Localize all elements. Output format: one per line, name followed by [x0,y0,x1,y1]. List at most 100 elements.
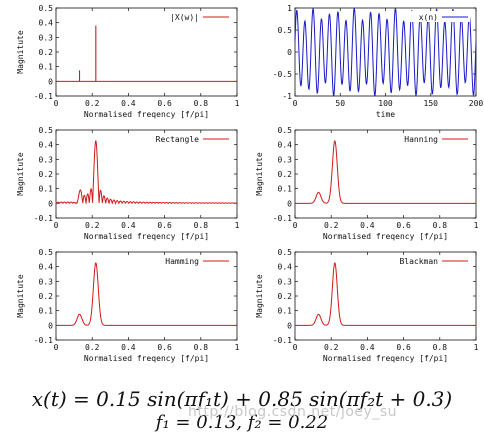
chart-p1: -0.100.10.20.30.40.50 0.2 0.4 0.6 0.8 1Normal… [16,4,240,119]
x-tick-label: 0.8 [194,343,209,352]
x-tick-label: 0 [293,343,298,352]
x-tick-label: 50 [335,99,345,108]
x-tick-label: 0.2 [85,99,100,108]
x-tick-label: 0.2 [85,343,100,352]
y-tick-label: 0.2 [278,170,293,179]
x-axis-label: time [376,110,395,119]
y-tick-label: 0.5 [278,26,293,35]
plot-frame [55,7,238,97]
chart-p3: -0.100.10.20.30.40.50 0.2 0.4 0.6 0.8 1Normal… [16,126,240,241]
x-tick-label: 0.8 [194,221,209,230]
x-tick-label: 0.4 [121,221,136,230]
x-axis-label: Normalised freqency [f/pi] [84,354,209,363]
x-tick-label: 0 [54,221,59,230]
y-tick-label: -0.1 [273,214,292,223]
y-tick-label: 0.2 [278,292,293,301]
y-axis-label: Magnitute [16,152,25,196]
series-line [55,139,238,205]
y-tick-label: -0.5 [273,70,292,79]
x-tick-label: 200 [469,99,484,108]
y-tick-label: -1 [282,92,292,101]
formula-line-2: f₁ = 0.13, f₂ = 0.22 [155,412,329,433]
chart-p2: -1 -0.5 0 0.5 1 0 50 100 150 200 time x(n) [273,4,484,119]
y-tick-label: 0.1 [278,307,293,316]
series-line [294,7,477,97]
x-axis-label: Normalised freqency [f/pi] [323,232,448,241]
x-tick-label: 0.6 [157,343,172,352]
y-tick-label: 0.3 [278,277,293,286]
y-tick-label: 0 [48,199,53,208]
legend-label: |X(w)| [170,13,199,22]
y-axis-label: Magnitute [16,30,25,74]
chart-p6: -0.100.10.20.30.40.50 0.2 0.4 0.6 0.8 1Normal… [255,248,479,363]
y-axis-label: Magnitute [255,274,264,318]
x-tick-label: 0 [293,221,298,230]
plot-frame [294,129,477,219]
x-tick-label: 0.6 [396,221,411,230]
y-tick-label: 0.4 [278,263,293,272]
x-tick-label: 0.6 [396,343,411,352]
x-tick-label: 0.6 [157,221,172,230]
plot-frame [55,129,238,219]
x-axis-label: Normalised freqency [f/pi] [84,232,209,241]
x-tick-label: 0.4 [121,99,136,108]
y-axis-label: Magnitute [16,274,25,318]
x-tick-label: 0 [293,99,298,108]
legend-label: Rectangle [156,135,200,144]
chart-p4: -0.100.10.20.30.40.50 0.2 0.4 0.6 0.8 1Normal… [255,126,479,241]
x-tick-label: 150 [424,99,439,108]
x-axis-label: Normalised freqency [f/pi] [84,110,209,119]
y-tick-label: 0.2 [39,48,54,57]
legend-box [408,11,470,22]
y-tick-label: 0 [287,199,292,208]
y-tick-label: 0.3 [278,155,293,164]
series-line [295,140,476,204]
x-tick-label: 0.6 [157,99,172,108]
x-tick-label: 1 [235,343,240,352]
y-tick-label: 0.5 [39,4,54,13]
y-axis-label: Magnitute [255,152,264,196]
y-tick-label: 0.4 [278,141,293,150]
y-tick-label: 0 [287,48,292,57]
plot-frame [294,251,477,341]
x-tick-label: 0.4 [121,343,136,352]
y-tick-label: 0.4 [39,141,54,150]
x-axis-label: Normalised freqency [f/pi] [323,354,448,363]
y-tick-label: -0.1 [34,92,53,101]
y-tick-label: 0.5 [39,248,54,257]
legend-label: Hamming [165,257,199,266]
y-tick-label: 0 [48,77,53,86]
x-tick-label: 0.4 [360,343,375,352]
y-tick-label: 0.3 [39,33,54,42]
chart-p5: -0.100.10.20.30.40.50 0.2 0.4 0.6 0.8 1Normal… [16,248,240,363]
y-tick-label: 0.2 [39,170,54,179]
formula-line-1: x(t) = 0.15 sin(πf₁t) + 0.85 sin(πf₂t + … [31,387,453,411]
series-line [295,262,476,326]
x-tick-label: 0.8 [194,99,209,108]
legend-label: x(n) [419,13,438,22]
y-tick-label: 0.3 [39,155,54,164]
series-line [56,262,237,326]
y-tick-label: 0.1 [39,307,54,316]
x-tick-label: 0 [54,99,59,108]
x-tick-label: 0.2 [85,221,100,230]
x-tick-label: 100 [378,99,393,108]
x-tick-label: 1 [474,221,479,230]
x-tick-label: 0.2 [324,343,339,352]
x-tick-label: 1 [235,99,240,108]
y-tick-label: 0.5 [39,126,54,135]
y-tick-label: 0.5 [278,248,293,257]
plot-frame [55,251,238,341]
y-tick-label: 0.2 [39,292,54,301]
x-tick-label: 0.8 [433,221,448,230]
y-tick-label: 0.1 [39,185,54,194]
y-tick-label: -0.1 [273,336,292,345]
legend-label: Hanning [404,135,438,144]
x-tick-label: 0.4 [360,221,375,230]
y-tick-label: 0.3 [39,277,54,286]
legend-label: Blackman [399,257,438,266]
y-tick-label: 0 [48,321,53,330]
y-tick-label: 0 [287,321,292,330]
y-tick-label: 0.1 [39,63,54,72]
